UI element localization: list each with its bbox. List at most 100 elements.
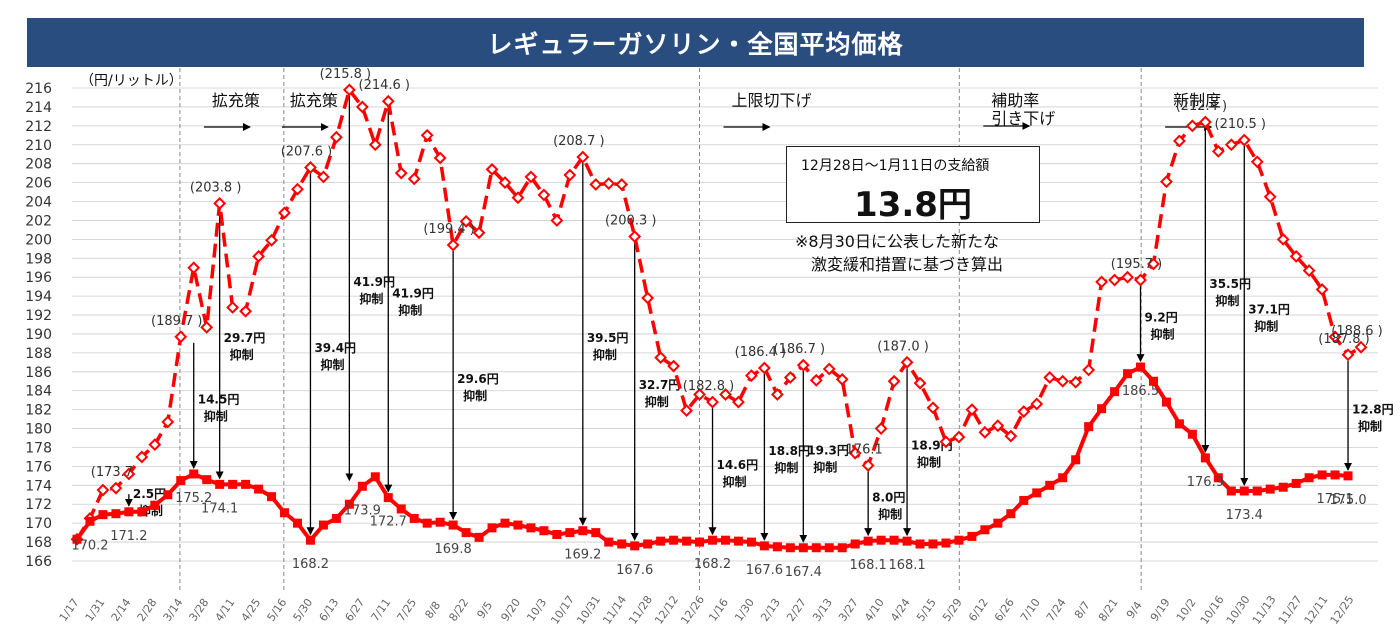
suppression-amount: 29.6円 bbox=[457, 372, 499, 386]
actual-price-point bbox=[1213, 473, 1223, 483]
pre-subsidy-price-point bbox=[524, 170, 538, 184]
x-tick-label: 11/28 bbox=[626, 593, 655, 626]
actual-price-point bbox=[1136, 362, 1146, 372]
pre-subsidy-price-point bbox=[1056, 374, 1070, 388]
pre-subsidy-price-point bbox=[187, 261, 201, 275]
pre-subsidy-price-point bbox=[537, 188, 551, 202]
pre-subsidy-price-point bbox=[732, 395, 745, 409]
pre-subsidy-price-point bbox=[667, 359, 681, 373]
pre-subsidy-price-point bbox=[459, 214, 473, 228]
x-tick-label: 5/15 bbox=[914, 596, 939, 624]
pre-subsidy-price-point bbox=[1095, 275, 1109, 289]
suppression-amount: 12.8円 bbox=[1352, 402, 1394, 416]
suppression-amount: 39.5円 bbox=[587, 331, 629, 345]
actual-price-point bbox=[876, 535, 886, 545]
actual-price-point bbox=[241, 479, 251, 489]
x-tick-label: 3/13 bbox=[810, 596, 835, 624]
pre-subsidy-price-point bbox=[252, 249, 265, 263]
suppression-amount: 19.3円 bbox=[807, 443, 849, 457]
suppression-label: 抑制 bbox=[320, 357, 344, 372]
pre-subsidy-price-point bbox=[200, 320, 214, 334]
actual-price-point bbox=[1071, 455, 1081, 465]
y-tick-label: 186 bbox=[25, 365, 52, 381]
x-tick-label: 11/13 bbox=[1250, 593, 1279, 626]
actual-price-point bbox=[267, 492, 277, 502]
pre-subsidy-price-point bbox=[213, 196, 227, 210]
actual-price-point bbox=[863, 536, 873, 546]
pre-subsidy-price-point bbox=[822, 362, 836, 376]
pre-subsidy-data-label: (187.0 ) bbox=[877, 339, 929, 354]
pre-subsidy-price-point bbox=[965, 403, 979, 417]
suppression-label: 抑制 bbox=[813, 459, 837, 474]
actual-price-data-label: 174.1 bbox=[201, 501, 238, 516]
y-tick-label: 170 bbox=[25, 516, 52, 532]
x-tick-label: 12/12 bbox=[652, 593, 681, 626]
pre-subsidy-price-point bbox=[226, 301, 240, 314]
actual-price-point bbox=[915, 539, 925, 549]
pre-subsidy-data-label: 176.1 bbox=[846, 442, 883, 457]
pre-subsidy-price-point bbox=[991, 419, 1005, 433]
pre-subsidy-price-point bbox=[628, 230, 642, 243]
actual-price-data-label: 170.2 bbox=[71, 538, 108, 553]
pre-subsidy-price-point bbox=[1341, 348, 1355, 362]
pre-subsidy-price-point bbox=[900, 355, 914, 369]
actual-price-data-label: 175.0 bbox=[1329, 493, 1366, 508]
pre-subsidy-data-label: (212.4 ) bbox=[1176, 99, 1228, 114]
pre-subsidy-price-point bbox=[355, 100, 369, 114]
actual-price-point bbox=[1123, 369, 1133, 379]
actual-price-data-label: 175.1 bbox=[1316, 492, 1353, 507]
pre-subsidy-price-point bbox=[1121, 270, 1134, 284]
actual-price-point bbox=[526, 523, 536, 533]
pre-subsidy-data-label: (214.6 ) bbox=[359, 78, 411, 93]
pre-subsidy-price-point bbox=[550, 214, 564, 227]
pre-subsidy-data-label: (182.8 ) bbox=[683, 379, 735, 394]
actual-price-point bbox=[1148, 376, 1158, 386]
x-tick-label: 3/27 bbox=[836, 596, 861, 624]
actual-price-data-label: 167.4 bbox=[785, 565, 822, 580]
actual-price-point bbox=[111, 509, 121, 519]
y-axis-unit-label: （円/リットル） bbox=[80, 73, 183, 89]
x-tick-label: 2/28 bbox=[135, 596, 160, 624]
x-tick-label: 7/25 bbox=[394, 596, 419, 624]
actual-price-point bbox=[1330, 470, 1340, 480]
actual-price-point bbox=[591, 528, 601, 538]
actual-price-data-label: 173.9 bbox=[344, 503, 381, 518]
actual-price-point bbox=[993, 518, 1003, 528]
actual-price-point bbox=[85, 516, 95, 526]
pre-subsidy-price-point bbox=[394, 166, 408, 180]
actual-price-point bbox=[422, 518, 432, 528]
actual-price-point bbox=[189, 469, 199, 479]
suppression-label: 抑制 bbox=[593, 347, 617, 362]
actual-price-point bbox=[682, 536, 692, 546]
suppression-amount: 18.8円 bbox=[768, 444, 810, 458]
x-tick-label: 5/29 bbox=[940, 596, 965, 624]
x-tick-label: 2/14 bbox=[109, 596, 134, 624]
actual-price-point bbox=[578, 526, 588, 536]
x-tick-label: 10/16 bbox=[1198, 593, 1227, 626]
actual-price-point bbox=[1226, 486, 1236, 496]
suppression-label: 抑制 bbox=[463, 388, 487, 403]
x-tick-label: 12/26 bbox=[678, 593, 707, 626]
suppression-label: 抑制 bbox=[645, 394, 669, 409]
actual-price-point bbox=[331, 513, 341, 523]
x-tick-label: 9/20 bbox=[498, 596, 523, 624]
suppression-label: 抑制 bbox=[1358, 418, 1382, 433]
x-tick-label: 8/8 bbox=[422, 599, 443, 621]
suppression-label: 抑制 bbox=[723, 474, 747, 489]
x-tick-label: 7/11 bbox=[368, 596, 393, 624]
actual-price-point bbox=[837, 543, 847, 553]
actual-price-point bbox=[254, 484, 264, 494]
x-tick-label: 10/31 bbox=[574, 593, 603, 626]
pre-subsidy-price-point bbox=[641, 291, 655, 305]
actual-price-point bbox=[902, 536, 912, 546]
pre-subsidy-price-point bbox=[783, 371, 797, 384]
y-tick-label: 190 bbox=[25, 327, 52, 343]
period-label: 補助率 bbox=[991, 91, 1039, 110]
x-tick-label: 4/25 bbox=[239, 596, 264, 624]
pre-subsidy-price-point bbox=[1263, 190, 1277, 204]
pre-subsidy-price-point bbox=[1276, 232, 1290, 246]
pre-subsidy-price-point bbox=[304, 161, 317, 174]
actual-price-data-label: 186.5 bbox=[1122, 384, 1159, 399]
actual-price-point bbox=[785, 543, 795, 553]
